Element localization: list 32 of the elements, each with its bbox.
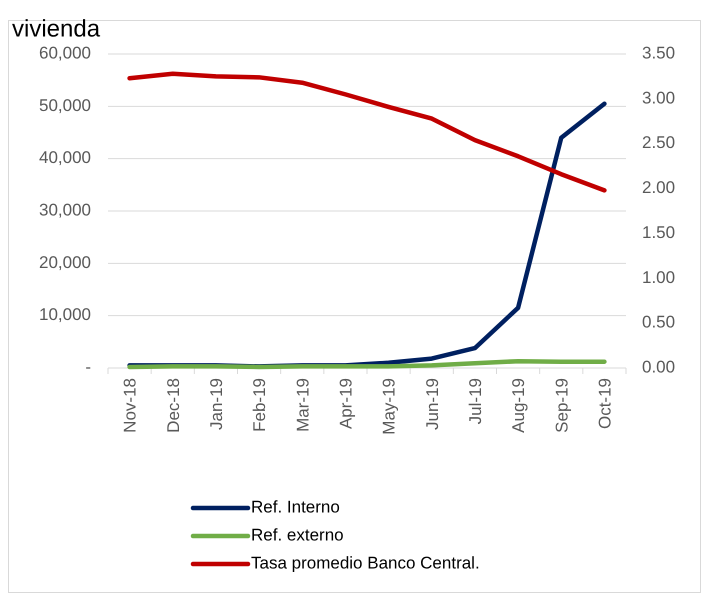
legend-label: Tasa promedio Banco Central. bbox=[251, 553, 480, 572]
y-tick-label: 40,000 bbox=[39, 148, 91, 168]
x-tick-label: Feb-19 bbox=[250, 378, 270, 432]
y-tick-label: 10,000 bbox=[39, 305, 91, 324]
line-series bbox=[127, 71, 607, 193]
y-tick-label: 50,000 bbox=[39, 96, 91, 115]
y2-tick-label: 2.00 bbox=[642, 178, 676, 198]
x-tick-label: May-19 bbox=[380, 378, 399, 435]
x-tick-label: Aug-19 bbox=[509, 378, 528, 433]
y2-tick-label: 3.00 bbox=[642, 88, 676, 108]
y2-tick-label: 2.50 bbox=[642, 133, 676, 152]
x-tick-label: Oct-19 bbox=[595, 378, 614, 430]
x-tick-label: Jan-19 bbox=[206, 378, 226, 430]
y-tick-label: 30,000 bbox=[39, 200, 91, 220]
y-tick-label: 20,000 bbox=[39, 252, 91, 272]
x-tick-label: Mar-19 bbox=[293, 378, 312, 432]
y2-tick-label: 1.50 bbox=[642, 222, 676, 242]
y2-tick-label: 0.00 bbox=[642, 357, 676, 376]
y2-tick-label: 0.50 bbox=[642, 312, 676, 332]
y2-tick-label: 1.00 bbox=[642, 268, 676, 287]
y2-tick-label: 3.50 bbox=[642, 43, 676, 62]
x-tick-label: Nov-18 bbox=[120, 378, 140, 433]
x-tick-label: Jun-19 bbox=[422, 378, 442, 430]
chart-title: vivienda bbox=[12, 15, 101, 42]
x-tick-label: Apr-19 bbox=[336, 378, 356, 430]
legend-label: Ref. externo bbox=[251, 525, 344, 544]
y-tick-label: - bbox=[85, 357, 91, 376]
x-tick-label: Jul-19 bbox=[466, 378, 485, 424]
y-tick-label: 60,000 bbox=[39, 43, 91, 62]
x-tick-label: Dec-18 bbox=[164, 378, 183, 433]
x-tick-label: Sep-19 bbox=[552, 378, 572, 433]
legend-label: Ref. Interno bbox=[251, 497, 340, 516]
